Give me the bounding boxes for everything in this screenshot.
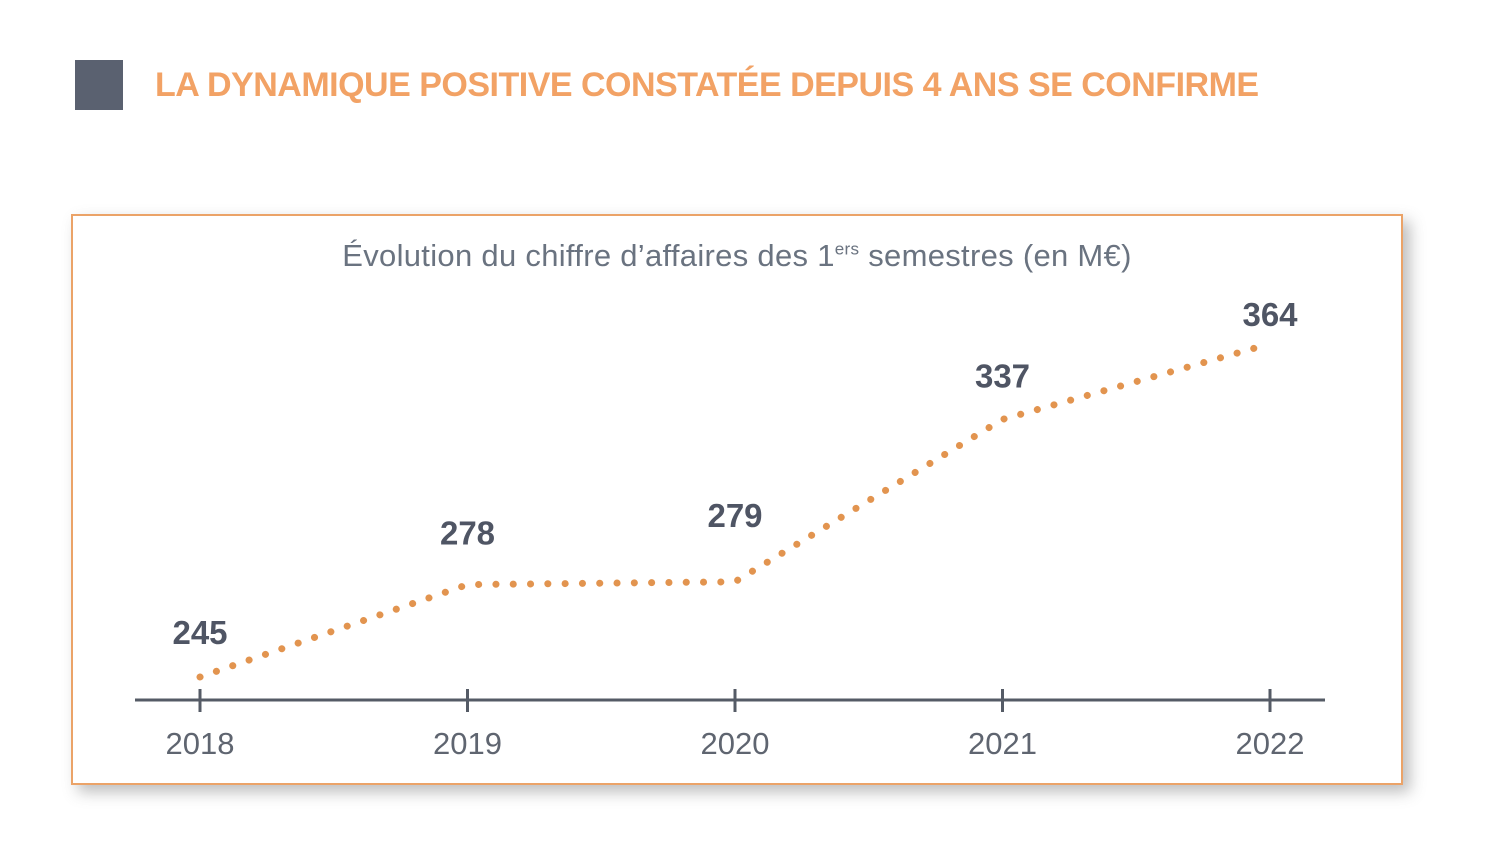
- slide-header: LA DYNAMIQUE POSITIVE CONSTATÉE DEPUIS 4…: [75, 60, 1259, 110]
- chart-panel: Évolution du chiffre d’affaires des 1ers…: [71, 214, 1403, 785]
- title-bullet-square: [75, 60, 123, 110]
- x-axis-tick-label: 2019: [433, 726, 502, 761]
- x-axis-tick-label: 2020: [701, 726, 770, 761]
- data-label: 337: [975, 357, 1030, 394]
- data-label: 245: [172, 614, 227, 651]
- x-axis-tick-label: 2022: [1236, 726, 1305, 761]
- line-chart-svg: 2018 2019 2020 2021 2022 245 278 279 337 364: [135, 296, 1325, 761]
- data-label: 279: [707, 497, 762, 534]
- x-axis-tick-label: 2018: [166, 726, 235, 761]
- chart-title-superscript: ers: [834, 239, 860, 259]
- chart-title-suffix: semestres (en M€): [859, 238, 1132, 273]
- data-label: 364: [1242, 296, 1298, 333]
- chart-title: Évolution du chiffre d’affaires des 1ers…: [73, 238, 1401, 274]
- x-axis-tick-label: 2021: [968, 726, 1037, 761]
- page-title: LA DYNAMIQUE POSITIVE CONSTATÉE DEPUIS 4…: [155, 65, 1259, 104]
- series-dotted-line: [196, 340, 1274, 681]
- chart-title-prefix: Évolution du chiffre d’affaires des 1: [342, 238, 835, 273]
- data-label: 278: [440, 515, 495, 552]
